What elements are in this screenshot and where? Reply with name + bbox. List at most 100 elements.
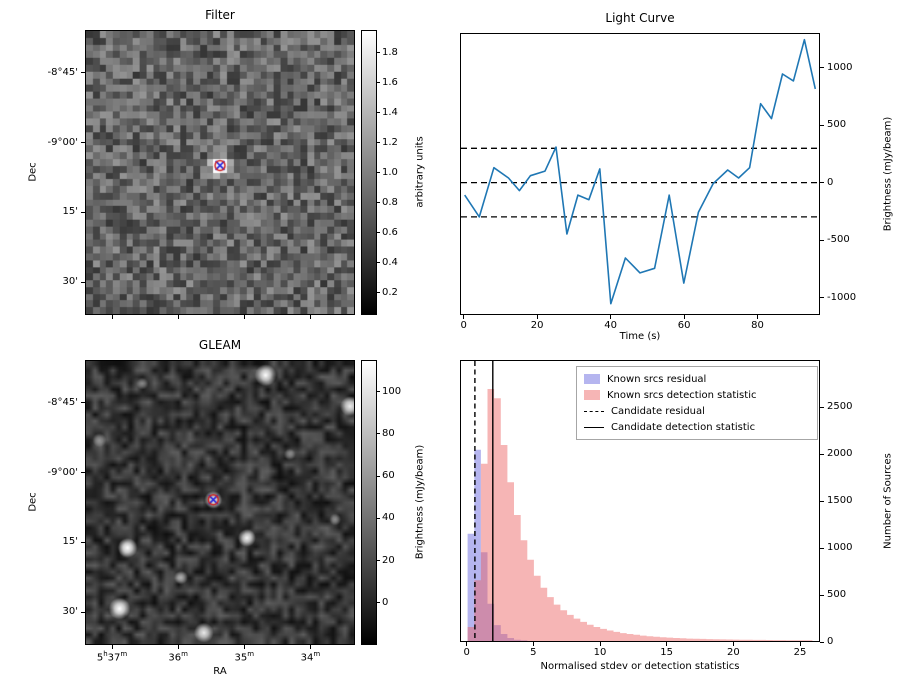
x-tick-mark [732, 642, 734, 646]
y-tick-mark [81, 402, 85, 404]
histogram-x-axis-label: Normalised stdev or detection statistics [540, 661, 740, 672]
y-tick-mark [820, 547, 824, 549]
colorbar-tick-mark [377, 142, 380, 143]
colorbar-tick-mark [377, 52, 380, 53]
x-tick-label: 20 [530, 320, 544, 331]
y-tick-mark [820, 239, 824, 241]
colorbar-tick-mark [377, 292, 380, 293]
colorbar-tick-label: 0 [382, 596, 389, 608]
colorbar-tick-mark [377, 475, 380, 477]
colorbar-tick-label: 20 [382, 554, 395, 566]
filter-colorbar-label: arbitrary units [414, 136, 426, 208]
y-tick-mark [820, 182, 824, 184]
y-tick-mark [820, 67, 824, 69]
colorbar-tick-label: 40 [382, 512, 395, 524]
histogram-plot [467, 361, 813, 641]
x-tick-mark [463, 315, 465, 319]
y-tick-label: 1000 [827, 542, 853, 553]
y-tick-mark [820, 453, 824, 455]
x-tick-mark [799, 642, 801, 646]
dec-tick-label: 30' [62, 276, 78, 288]
colorbar-tick-label: 0.8 [382, 196, 398, 208]
x-tick-mark [111, 645, 113, 649]
legend-item-candidate-residual: Candidate residual [584, 403, 810, 419]
colorbar-tick-mark [377, 602, 380, 604]
x-tick-mark [309, 645, 311, 649]
legend-item-known-detstat: Known srcs detection statistic [584, 387, 810, 403]
gleam-dec-axis-label: Dec [27, 492, 39, 512]
dec-tick-label: 15' [62, 536, 78, 548]
gleam-colorbar-label: Brightness (mJy/beam) [414, 444, 426, 560]
y-tick-mark [820, 641, 824, 643]
ra-tick-label: 36m [168, 650, 188, 664]
colorbar-tick-label: 80 [382, 427, 395, 439]
ra-tick-label: 34m [300, 650, 321, 664]
gleam-axes [85, 360, 355, 645]
legend-label: Known srcs detection statistic [607, 389, 757, 401]
x-tick-mark [177, 315, 179, 319]
y-tick-mark [820, 594, 824, 596]
x-tick-label: 20 [726, 647, 740, 658]
y-tick-mark [820, 297, 824, 299]
x-tick-mark [532, 642, 534, 646]
x-tick-mark [599, 642, 601, 646]
colorbar-tick-label: 100 [382, 385, 402, 397]
ra-tick-label: 5h37m [96, 650, 128, 664]
y-tick-mark [81, 611, 85, 613]
y-tick-label: 2500 [827, 401, 853, 412]
x-tick-label: 40 [604, 320, 617, 331]
x-tick-mark [309, 315, 311, 319]
x-tick-label: 0 [460, 320, 467, 331]
ra-tick-label: 35m [234, 650, 255, 664]
colorbar-tick-label: 1.8 [382, 46, 398, 58]
x-tick-label: 60 [677, 320, 691, 331]
x-tick-label: 10 [593, 647, 607, 658]
legend-dashed-line-icon [584, 410, 604, 412]
x-tick-mark [243, 315, 245, 319]
x-tick-label: 0 [463, 647, 470, 658]
x-tick-label: 80 [751, 320, 764, 331]
legend-label: Candidate detection statistic [611, 421, 756, 433]
light-curve-axes [460, 33, 820, 315]
histogram-series [467, 449, 528, 641]
x-tick-label: 25 [793, 647, 807, 658]
light-curve-plot [461, 38, 819, 305]
gleam-x-axis-label: RA [213, 666, 227, 677]
colorbar-tick-mark [377, 433, 380, 435]
y-tick-mark [81, 541, 85, 543]
x-tick-label: 5 [530, 647, 537, 658]
x-tick-mark [757, 315, 759, 319]
dec-tick-label: 30' [62, 606, 78, 618]
colorbar-tick-mark [377, 172, 380, 173]
legend-item-known-residual: Known srcs residual [584, 371, 810, 387]
dec-tick-label: 15' [62, 206, 78, 218]
x-tick-mark [243, 645, 245, 649]
colorbar-tick-label: 1.2 [382, 136, 398, 148]
dec-tick-label: -9°00' [47, 466, 78, 478]
y-tick-label: 0 [827, 176, 834, 188]
colorbar-tick-mark [377, 112, 380, 113]
gleam-image [86, 361, 354, 644]
y-tick-label: 1000 [827, 61, 853, 73]
y-tick-mark [820, 124, 824, 126]
filter-image [86, 31, 354, 314]
x-tick-mark [610, 315, 612, 319]
histogram-series [467, 389, 813, 641]
colorbar-tick-mark [377, 517, 380, 519]
light-curve-x-axis-label: Time (s) [619, 331, 661, 342]
legend-label: Candidate residual [611, 405, 705, 417]
y-tick-mark [81, 142, 85, 144]
light-curve-title: Light Curve [605, 11, 675, 25]
legend-item-candidate-detstat: Candidate detection statistic [584, 419, 810, 435]
legend-label: Known srcs residual [607, 373, 707, 385]
x-tick-mark [536, 315, 538, 319]
light-curve-y-axis-label: Brightness (mJy/beam) [882, 116, 894, 232]
y-tick-mark [81, 281, 85, 283]
colorbar-tick-label: 0.4 [382, 256, 398, 268]
dec-tick-label: -9°00' [47, 136, 78, 148]
x-tick-label: 15 [660, 647, 674, 658]
x-tick-mark [466, 642, 468, 646]
y-tick-label: 1500 [827, 495, 853, 506]
light-curve-line [464, 38, 817, 305]
